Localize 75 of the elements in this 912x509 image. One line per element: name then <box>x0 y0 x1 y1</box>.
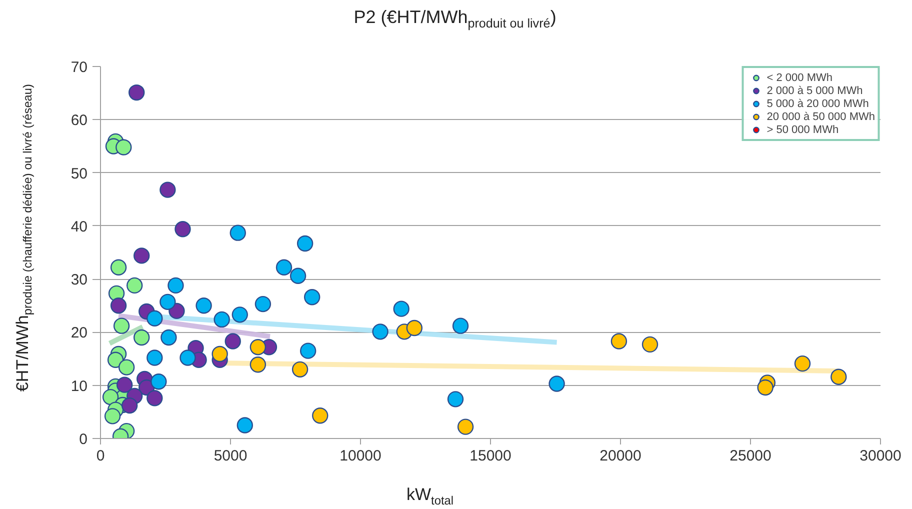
x-tick-label: 20000 <box>600 448 642 464</box>
point <box>757 379 774 396</box>
point <box>548 376 565 392</box>
point <box>232 306 248 323</box>
legend-label: < 2 000 MWh <box>766 71 832 84</box>
point <box>104 408 121 424</box>
y-tick-label: 10 <box>70 378 88 395</box>
point <box>113 318 130 334</box>
legend-label: 20 000 à 50 000 MWh <box>766 110 875 123</box>
point <box>610 333 628 350</box>
legend-label: > 50 000 MWh <box>766 123 839 136</box>
y-tick-label: 60 <box>70 112 88 130</box>
point <box>146 350 163 366</box>
point <box>292 361 308 378</box>
point <box>230 224 246 241</box>
x-tick-label: 15000 <box>470 448 512 464</box>
point <box>102 388 119 406</box>
point <box>174 221 191 238</box>
point <box>134 248 150 264</box>
point <box>150 374 167 390</box>
point <box>830 368 847 385</box>
legend-label: 2 000 à 5 000 MWh <box>766 84 863 97</box>
point <box>180 350 196 366</box>
point <box>254 296 272 312</box>
point <box>146 390 163 406</box>
point <box>160 294 176 310</box>
point <box>250 356 266 373</box>
point <box>794 355 811 372</box>
y-tick-label: 20 <box>70 324 88 342</box>
point <box>212 346 228 362</box>
y-tick-label: 50 <box>70 165 88 182</box>
point <box>118 359 135 376</box>
point <box>168 277 184 294</box>
point <box>642 336 658 353</box>
x-axis-title: kW$_{total}$ <box>405 484 455 509</box>
point <box>146 310 163 326</box>
y-tick-label: 70 <box>70 59 88 76</box>
point <box>121 397 138 414</box>
point <box>134 329 150 346</box>
point <box>250 339 266 356</box>
point <box>160 182 176 198</box>
point <box>296 235 314 252</box>
point <box>116 139 132 156</box>
point <box>196 298 212 314</box>
point <box>372 324 388 340</box>
point <box>110 298 127 314</box>
point <box>304 289 320 306</box>
x-tick-label: 10000 <box>340 448 382 464</box>
point <box>312 408 328 424</box>
point <box>107 352 124 368</box>
point <box>300 342 316 359</box>
x-tick-label: 30000 <box>860 448 902 464</box>
x-tick-label: 0 <box>96 448 105 464</box>
point <box>447 391 464 408</box>
x-tick-label: 5000 <box>214 448 248 464</box>
point <box>290 268 306 284</box>
point <box>160 329 177 346</box>
point <box>452 318 469 334</box>
point <box>236 417 254 434</box>
point <box>110 259 127 276</box>
y-tick-label: 40 <box>70 218 88 236</box>
legend-label: 5 000 à 20 000 MWh <box>766 97 869 110</box>
point <box>406 320 422 336</box>
chart-title: P2 (€HT/MWh$_{produit ou livré}$) <box>352 6 558 33</box>
y-tick-label: 30 <box>70 272 88 289</box>
point <box>126 277 143 294</box>
point <box>393 300 410 317</box>
point <box>128 84 145 101</box>
x-tick-label: 25000 <box>730 448 772 464</box>
y-tick-label: 0 <box>79 431 88 448</box>
point <box>276 259 292 276</box>
point <box>116 376 133 393</box>
point <box>457 418 474 435</box>
point <box>224 333 241 350</box>
point <box>214 311 230 328</box>
